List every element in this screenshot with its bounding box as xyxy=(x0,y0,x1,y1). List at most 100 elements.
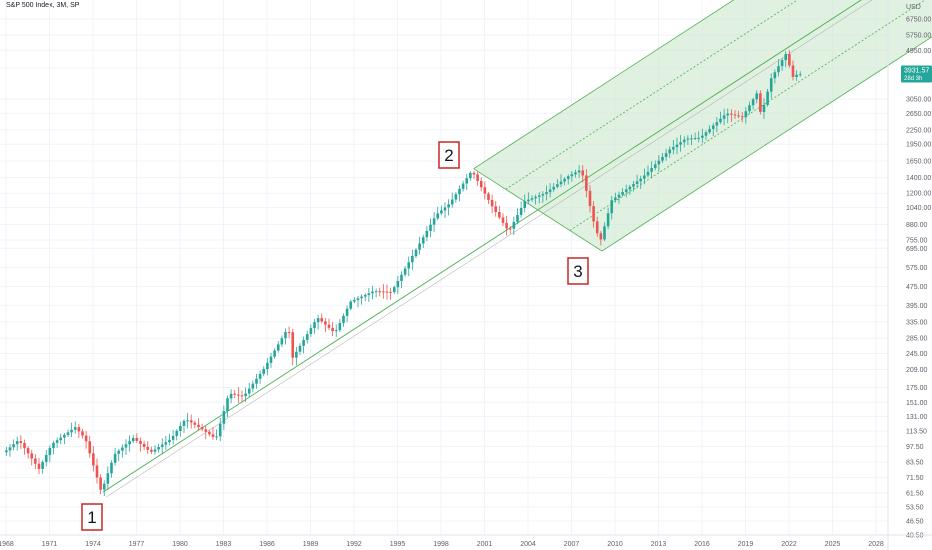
candle-body xyxy=(530,198,534,200)
candle-body xyxy=(472,172,476,175)
candle-body xyxy=(66,432,70,435)
candle-body xyxy=(102,483,106,490)
candle-body xyxy=(92,453,95,466)
price-axis-tick-label: 880.00 xyxy=(906,222,928,229)
price-axis-tick-label: 2250.00 xyxy=(906,127,931,134)
candle-body xyxy=(302,339,305,346)
price-axis-tick-label: 1200.00 xyxy=(906,191,931,198)
candle-body xyxy=(795,74,798,77)
price-axis-tick-label: 4950.00 xyxy=(906,48,931,55)
candle-body xyxy=(55,440,59,443)
candle-body xyxy=(527,199,530,202)
candle-body xyxy=(182,420,186,426)
candle-body xyxy=(255,378,258,384)
candle-body xyxy=(588,190,592,207)
price-axis-tick-label: 61.50 xyxy=(906,490,924,497)
candle-body xyxy=(436,213,440,219)
candle-body xyxy=(548,189,552,193)
candle-body xyxy=(320,318,324,322)
candle-body xyxy=(577,170,581,173)
price-axis-tick-label: 245.00 xyxy=(906,351,928,358)
candle-body xyxy=(400,274,403,281)
candle-body xyxy=(247,388,251,394)
time-axis-tick-label: 1980 xyxy=(172,541,188,548)
candle-body xyxy=(773,72,777,79)
candle-body xyxy=(334,330,338,332)
candle-body xyxy=(117,450,121,454)
candle-body xyxy=(139,440,142,444)
candle-body xyxy=(512,221,516,229)
candle-body xyxy=(610,200,614,214)
candle-body xyxy=(766,91,769,105)
candle-body xyxy=(84,435,88,442)
candle-body xyxy=(15,441,19,445)
price-axis-tick-label: 1040.00 xyxy=(906,205,931,212)
candle-body xyxy=(566,176,570,179)
candle-body xyxy=(327,324,331,328)
candle-body xyxy=(650,168,653,172)
candle-body xyxy=(131,437,135,442)
time-axis-tick-label: 2013 xyxy=(651,541,667,548)
candle-body xyxy=(737,115,740,117)
candle-body xyxy=(516,214,519,222)
candle-body xyxy=(621,192,624,195)
candle-body xyxy=(291,332,295,358)
candle-body xyxy=(585,175,588,191)
candle-body xyxy=(653,164,657,169)
price-axis-tick-label: 40.50 xyxy=(906,533,924,540)
candle-body xyxy=(440,210,443,214)
price-axis-tick-label: 175.00 xyxy=(906,385,928,392)
time-axis-tick-label: 2004 xyxy=(520,541,536,548)
candle-body xyxy=(124,444,128,448)
candle-body xyxy=(701,135,704,138)
candle-body xyxy=(41,461,44,469)
candle-body xyxy=(284,332,287,339)
price-axis-tick-label: 1650.00 xyxy=(906,159,931,166)
candle-body xyxy=(171,435,175,440)
candle-body xyxy=(396,280,400,288)
candle-body xyxy=(447,204,450,208)
time-axis-tick-label: 1968 xyxy=(0,541,14,548)
candle-body xyxy=(324,321,327,325)
candle-body xyxy=(363,294,367,297)
candle-body xyxy=(617,194,621,198)
candle-body xyxy=(722,115,726,119)
point-label-box-1 xyxy=(81,503,103,531)
price-axis-tick-label: 2650.00 xyxy=(906,111,931,118)
candle-body xyxy=(269,356,273,363)
candle-body xyxy=(672,147,675,150)
candle-body xyxy=(632,184,635,187)
time-axis-tick-label: 2022 xyxy=(781,541,797,548)
candle-body xyxy=(240,395,244,397)
candle-body xyxy=(229,393,233,399)
candle-body xyxy=(657,160,661,165)
candle-body xyxy=(661,156,664,161)
candle-body xyxy=(425,230,429,238)
candle-body xyxy=(5,450,8,453)
candle-body xyxy=(759,93,762,112)
candle-body xyxy=(476,174,479,181)
price-axis-tick-label: 1950.00 xyxy=(906,142,931,149)
candle-body xyxy=(574,172,577,175)
candle-body xyxy=(740,116,744,118)
candle-body xyxy=(8,447,12,451)
price-axis-tick-label: 575.00 xyxy=(906,265,928,272)
candle-body xyxy=(222,411,226,424)
candle-body xyxy=(559,181,563,185)
candle-body xyxy=(374,291,378,293)
candle-body xyxy=(44,454,48,462)
candle-body xyxy=(748,105,751,112)
candle-body xyxy=(498,211,501,218)
chart-title: S&P 500 Index, 3M, SP xyxy=(6,2,80,9)
candle-body xyxy=(110,462,113,474)
candle-body xyxy=(371,291,374,294)
candle-body xyxy=(421,237,425,244)
candle-body xyxy=(628,186,632,190)
candle-body xyxy=(614,197,617,201)
price-axis-currency: USD xyxy=(906,4,921,11)
candle-body xyxy=(541,194,545,196)
candle-body xyxy=(251,383,255,389)
candle-body xyxy=(23,442,26,449)
candle-body xyxy=(682,139,686,143)
